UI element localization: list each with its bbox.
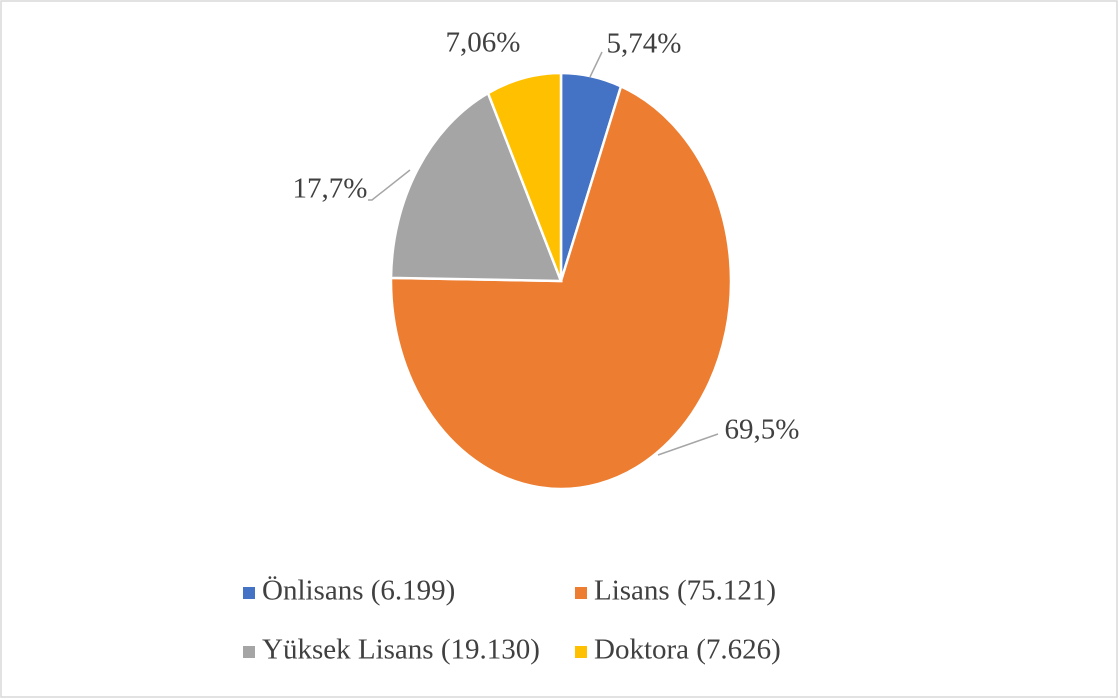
legend-swatch (243, 646, 255, 658)
legend-label: Önlisans (6.199) (262, 575, 455, 607)
legend-label: Yüksek Lisans (19.130) (262, 634, 540, 666)
legend-swatch (575, 587, 587, 599)
leader-line (368, 169, 411, 201)
leader-line (657, 433, 719, 456)
legend-label: Doktora (7.626) (594, 634, 781, 666)
data-label: 17,7% (293, 173, 368, 205)
legend-swatch (243, 587, 255, 599)
data-label: 5,74% (607, 28, 682, 60)
pie-slice (389, 84, 733, 491)
legend-swatch (575, 646, 587, 658)
legend-label: Lisans (75.121) (594, 575, 776, 607)
pie-slice (486, 71, 563, 282)
pie-slice (389, 91, 563, 283)
leader-line (589, 51, 603, 78)
data-label: 7,06% (446, 27, 521, 59)
data-label: 69,5% (725, 414, 800, 446)
